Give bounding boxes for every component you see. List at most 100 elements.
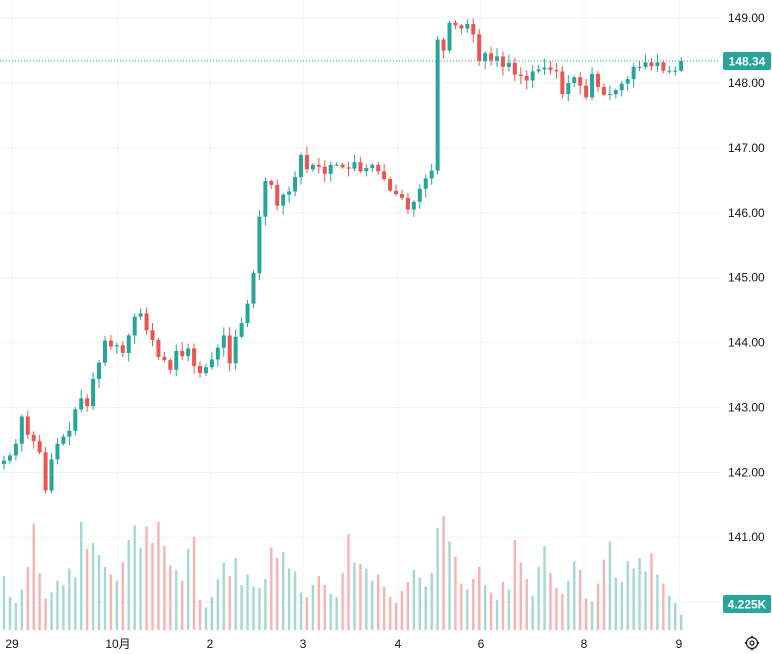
- candle-body: [471, 24, 476, 35]
- candle-body: [49, 459, 54, 491]
- volume-bar: [293, 571, 297, 630]
- volume-bar: [317, 576, 321, 630]
- volume-bar: [394, 603, 398, 630]
- volume-bar: [656, 574, 659, 630]
- volume-bar: [127, 540, 130, 630]
- volume-bar: [608, 541, 612, 630]
- volume-bar: [62, 585, 65, 630]
- volume-bar: [163, 546, 166, 630]
- y-tick-label: 141.00: [728, 530, 765, 544]
- y-tick-label: 146.00: [728, 206, 765, 220]
- volume-bar: [74, 577, 77, 630]
- volume-bar: [495, 600, 499, 630]
- volume-bar: [472, 579, 475, 630]
- volume-bar: [513, 540, 517, 630]
- volume-bar: [359, 564, 362, 630]
- volume-bar: [347, 534, 350, 630]
- volume-bar: [276, 558, 279, 630]
- candle-body: [239, 323, 244, 337]
- candle-body: [257, 216, 262, 274]
- y-tick-label: 144.00: [728, 336, 765, 350]
- candle-body: [542, 67, 547, 70]
- volume-bar: [56, 580, 59, 630]
- candle-body: [500, 56, 505, 67]
- candle-body: [352, 162, 357, 169]
- candle-body: [625, 79, 630, 84]
- candle-body: [73, 409, 78, 431]
- y-tick-label: 148.00: [728, 76, 765, 90]
- candle-body: [643, 62, 648, 67]
- candle-body: [328, 164, 333, 174]
- candle-body: [227, 335, 232, 364]
- volume-bar: [578, 570, 582, 630]
- volume-bar: [228, 576, 231, 630]
- candle-body: [310, 164, 315, 170]
- volume-bar: [519, 562, 522, 630]
- volume-bar: [353, 562, 356, 630]
- candle-body: [138, 313, 143, 317]
- volume-bar: [258, 588, 261, 630]
- volume-bar: [192, 537, 196, 630]
- y-axis-ticks: 149.00 148.00 147.00 146.00 145.00 144.00 143.…: [728, 11, 765, 609]
- candle-body: [429, 170, 434, 179]
- candle-body: [388, 179, 393, 191]
- volume-bar: [287, 568, 291, 630]
- candle-body: [512, 62, 517, 75]
- volume-bar: [596, 583, 600, 630]
- volume-bar: [436, 528, 439, 630]
- volume-bar: [418, 577, 421, 630]
- candle-body: [435, 39, 440, 171]
- volume-bar: [454, 556, 457, 630]
- volume-bar: [175, 570, 178, 630]
- candle-body: [186, 348, 191, 357]
- volume-bar: [371, 580, 374, 630]
- candle-body: [31, 434, 36, 442]
- candle-body: [637, 66, 642, 68]
- volume-bar: [406, 582, 410, 630]
- last-volume-badge: 4.225K: [723, 595, 771, 613]
- x-tick-label: 2: [207, 637, 214, 651]
- volume-bar: [26, 567, 29, 630]
- volume-bar: [2, 576, 6, 630]
- volume-bar: [448, 541, 451, 630]
- candle-body: [483, 53, 488, 61]
- candle-body: [607, 94, 612, 96]
- candle-body: [358, 162, 363, 172]
- volume-bar: [216, 579, 220, 630]
- volume-bar: [121, 562, 124, 630]
- volume-bar: [573, 561, 576, 630]
- volume-bars: [2, 516, 683, 630]
- volume-bar: [602, 559, 606, 630]
- candle-body: [572, 77, 577, 84]
- volume-bar: [620, 582, 623, 630]
- candle-body: [245, 303, 250, 324]
- settings-gear-icon[interactable]: [741, 633, 763, 653]
- volume-bar: [478, 567, 481, 630]
- candle-body: [61, 436, 66, 444]
- volume-bar: [169, 565, 172, 630]
- candle-body: [67, 430, 72, 437]
- candlesticks: [2, 18, 684, 494]
- candle-body: [2, 460, 6, 464]
- volume-bar: [632, 568, 635, 630]
- candle-body: [114, 345, 119, 347]
- candle-body: [601, 86, 606, 95]
- candle-body: [613, 90, 618, 95]
- volume-bar: [382, 586, 386, 630]
- last-volume-label: 4.225K: [728, 598, 767, 612]
- candle-body: [180, 351, 185, 357]
- volume-bar: [335, 597, 338, 630]
- volume-bar: [240, 585, 243, 630]
- candle-body: [304, 155, 309, 170]
- candle-body: [673, 70, 678, 72]
- volume-bar: [85, 549, 89, 630]
- volume-bar: [91, 543, 95, 630]
- volume-bar: [151, 543, 154, 630]
- candle-body: [251, 273, 256, 304]
- volume-bar: [626, 561, 629, 630]
- candle-body: [25, 416, 30, 435]
- candle-body: [198, 365, 203, 374]
- volume-bar: [222, 562, 225, 630]
- volume-bar: [50, 592, 53, 630]
